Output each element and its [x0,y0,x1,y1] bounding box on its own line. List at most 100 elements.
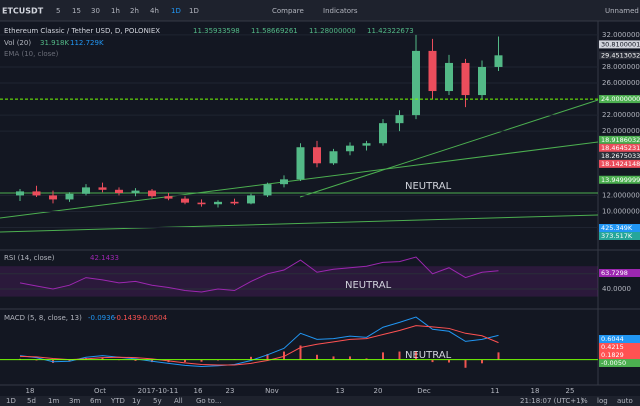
trend-line [299,99,599,198]
interval-button[interactable]: 15 [72,7,81,15]
annotation: NEUTRAL [405,350,452,361]
macd-histogram-bar [481,359,483,364]
macd-histogram-bar [316,354,318,360]
candle-body [395,115,404,124]
candle-body [197,202,206,205]
time-tick-label: 18 [531,387,540,395]
candle-body [181,198,189,203]
candle-body [478,66,486,96]
time-tick-label: 23 [226,387,235,395]
price-badge-label: 18.91860324 [601,136,640,144]
candle-body [230,201,239,204]
range-button[interactable]: 1D [6,397,16,405]
candle-body [280,179,288,185]
candle-body [296,147,305,180]
macd-badge-label: 0.4215 [601,343,624,351]
price-badge-label: 30.81000013 [601,40,640,48]
candle-body [32,191,41,196]
volume-badge [599,232,640,240]
price-badge [599,51,640,60]
time-tick-label: 20 [374,387,383,395]
layout-name[interactable]: Unnamed [605,7,639,15]
candle-body [131,190,140,193]
price-badge-label: 13.94999996 [601,176,640,184]
macd-histogram-bar [431,359,434,363]
interval-button[interactable]: 1h [111,7,120,15]
volume-badge [599,224,640,232]
range-button[interactable]: 1y [132,397,141,405]
scale-option[interactable]: auto [617,397,633,405]
candle-body [214,201,222,205]
price-badge-label: 18.46452313 [601,144,640,152]
candle-body [263,184,272,196]
price-tick-label: 26.000000 [602,79,640,87]
time-tick-label: 13 [336,387,345,395]
rsi-badge [599,269,640,277]
volume-badge-label: 425.349K [601,224,633,232]
candle-body [247,195,255,204]
interval-button[interactable]: 1D [171,7,181,15]
macd-signal-line [19,325,499,366]
candle-body [412,50,420,116]
candle-body [494,55,503,67]
price-badge [599,143,640,152]
rsi-line [19,256,499,293]
price-badge-label: 18.14241484 [601,160,640,168]
time-tick-label: Dec [417,387,431,395]
price-badge-label: 29.45130325 [601,51,640,59]
price-tick-label: 10.000000 [602,207,640,215]
price-tick-label: 22.000000 [602,111,640,119]
interval-button[interactable]: 1D [189,7,199,15]
ohlc-value: 11.58669261 [251,27,298,35]
time-tick-label: 25 [566,387,575,395]
symbol[interactable]: ETCUSDT [2,7,44,16]
volume-label: Vol (20) [4,39,31,47]
range-button[interactable]: 5y [153,397,162,405]
volume-value: 112.729K [70,39,104,47]
range-button[interactable]: 3m [69,397,80,405]
macd-histogram-bar [283,351,285,360]
candle-body [346,145,354,152]
rsi-label: RSI (14, close) [4,254,55,262]
candle-body [49,195,57,200]
compare-button[interactable]: Compare [272,7,304,15]
candle-body [98,187,107,190]
scale-option[interactable]: log [597,397,608,405]
interval-button[interactable]: 5 [56,7,60,15]
range-button[interactable]: All [174,397,183,405]
macd-histogram-bar [464,359,467,368]
rsi-tick-label: 40.0000 [602,285,631,293]
time-tick-label: Nov [265,387,279,395]
price-badge [599,159,640,168]
price-tick-label: 20.000000 [602,127,640,135]
macd-histogram-bar [200,359,203,362]
candle-body [445,62,453,92]
candle-body [164,196,173,199]
macd-histogram-bar [332,356,335,360]
trend-line [0,214,599,233]
macd-value: -0.0504 [140,314,168,322]
price-badge [599,135,640,144]
range-button[interactable]: 5d [27,397,36,405]
macd-histogram-bar [184,359,186,363]
macd-badge-label: 0.6044 [601,335,624,343]
macd-histogram-bar [398,351,401,360]
interval-button[interactable]: 2h [130,7,139,15]
range-button[interactable]: 6m [90,397,101,405]
goto-button[interactable]: Go to... [196,397,222,405]
candle-body [148,190,156,197]
interval-button[interactable]: 30 [91,7,100,15]
price-badge [599,95,640,104]
macd-badge [599,335,640,343]
range-button[interactable]: 1m [48,397,59,405]
range-button[interactable]: YTD [110,397,125,405]
toolbar [0,0,640,21]
scale-option[interactable]: % [581,397,588,405]
macd-histogram-bar [299,345,302,360]
price-tick-label: 12.000000 [602,191,640,199]
indicators-button[interactable]: Indicators [323,7,358,15]
trend-line [0,141,599,219]
interval-button[interactable]: 4h [150,7,159,15]
